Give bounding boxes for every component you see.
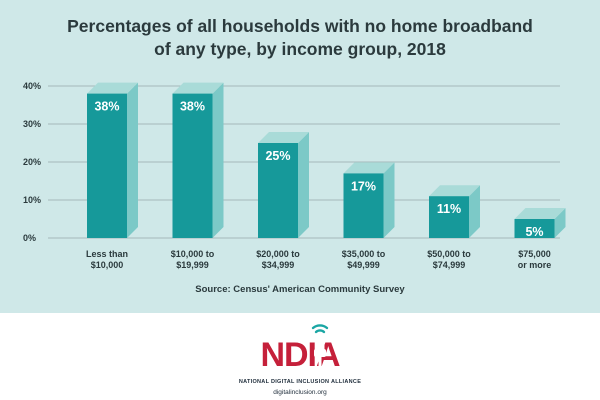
bar-side [469,185,480,238]
bar-side [554,208,566,238]
y-tick-label: 20% [23,157,41,167]
logo-url: digitalinclusion.org [273,389,327,396]
x-tick-label: $35,000 to [342,249,386,259]
data-label: 11% [437,202,461,216]
chart-title: Percentages of all households with no ho… [67,16,533,59]
bar-side [298,132,309,238]
x-tick-label: $49,999 [347,260,380,270]
bar [343,173,384,238]
bar-top [172,82,224,94]
data-label: 5% [525,225,543,239]
x-tick-label: $19,999 [176,260,209,270]
bar [514,219,555,238]
bar [87,93,127,238]
ndia-logo: NDIA [260,324,341,374]
logo-area: NDIA NATIONAL DIGITAL INCLUSION ALLIANCE… [0,313,600,400]
source-note: Source: Census' American Community Surve… [195,284,405,295]
x-tick-label: $74,999 [433,260,466,270]
bar [258,143,298,238]
bar-top [87,82,138,94]
bar-top [343,162,395,174]
data-label: 25% [265,149,290,163]
bar-top [514,208,566,219]
x-tick-label: $20,000 to [256,249,300,259]
data-label: 17% [351,179,376,193]
logo-tagline: NATIONAL DIGITAL INCLUSION ALLIANCE [238,379,362,385]
x-tick-label: or more [518,260,552,270]
wifi-icon [311,324,329,334]
bar [429,196,469,238]
y-tick-label: 40% [23,81,41,91]
x-tick-label: $75,000 [518,249,551,259]
bar-top [258,132,309,143]
x-tick-label: $34,999 [262,260,295,270]
bar-side [127,82,138,238]
x-tick-label: $50,000 to [427,249,471,259]
plug-icon [314,341,326,366]
x-tick-label: $10,000 [91,260,124,270]
bar-top [429,185,480,197]
y-tick-label: 30% [23,119,41,129]
x-tick-label: Less than [86,249,128,259]
bar-side [212,82,224,238]
data-label: 38% [180,100,205,114]
logo-wordmark: NDIA [260,336,340,374]
data-label: 38% [94,100,119,114]
y-tick-label: 0% [23,233,36,243]
y-tick-label: 10% [23,195,41,205]
x-tick-label: $10,000 to [171,249,215,259]
bar-chart: 0% 10% 20% 30% 40% 38% 38% 25% 17% 11% 5% Less than… [23,81,566,270]
bar-side [383,162,395,238]
bar [172,93,213,238]
chart-panel: Percentages of all households with no ho… [0,0,600,313]
